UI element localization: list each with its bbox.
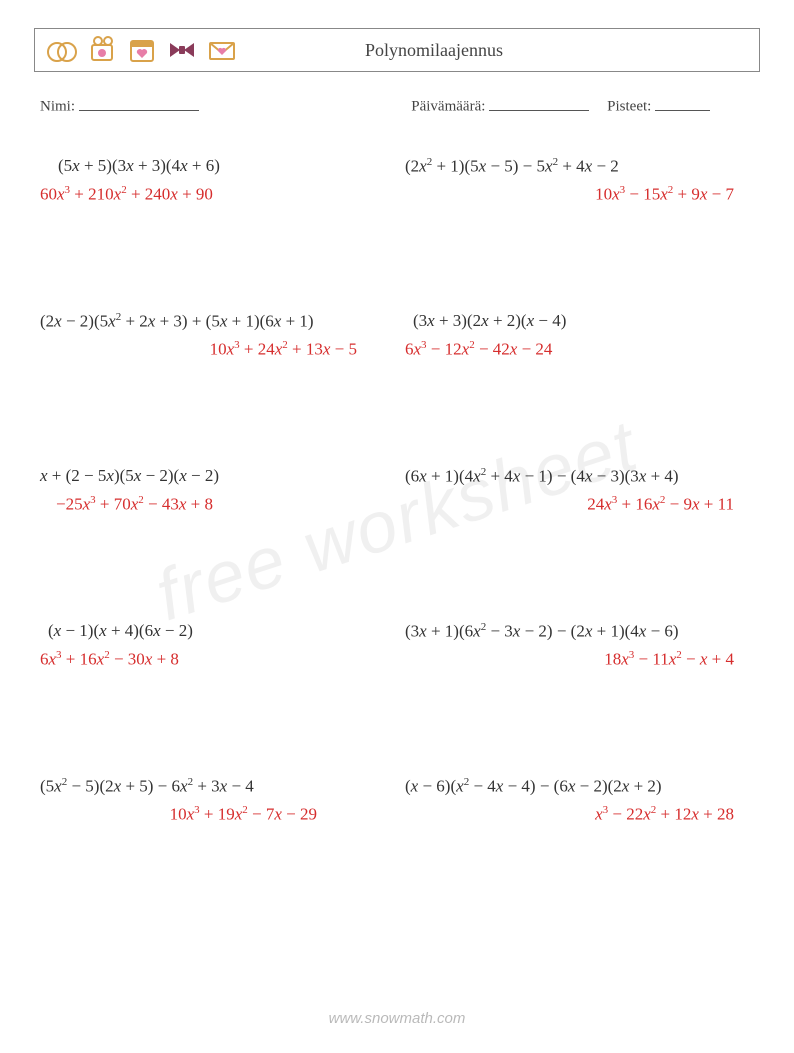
problem-7: (x − 1)(x + 4)(6x − 2) 6x3 + 16x2 − 30x +…	[40, 621, 397, 776]
problems-grid: (5x + 5)(3x + 3)(4x + 6) 60x3 + 210x2 + 2…	[34, 156, 760, 931]
problem-3: (2x − 2)(5x2 + 2x + 3) + (5x + 1)(6x + 1…	[40, 311, 397, 466]
problem-answer: 18x3 − 11x2 − x + 4	[405, 649, 754, 670]
worksheet-header: Polynomilaajennus	[34, 28, 760, 72]
meta-row: Nimi: Päivämäärä: Pisteet:	[34, 94, 760, 116]
rings-icon	[45, 33, 79, 67]
date-blank[interactable]	[489, 94, 589, 111]
problem-expression: (5x2 − 5)(2x + 5) − 6x2 + 3x − 4	[40, 776, 377, 797]
problem-9: (5x2 − 5)(2x + 5) − 6x2 + 3x − 4 10x3 + 1…	[40, 776, 397, 931]
problem-expression: (6x + 1)(4x2 + 4x − 1) − (4x − 3)(3x + 4…	[405, 466, 754, 487]
problem-answer: 60x3 + 210x2 + 240x + 90	[40, 184, 377, 205]
problem-expression: (x − 1)(x + 4)(6x − 2)	[40, 621, 377, 641]
problem-6: (6x + 1)(4x2 + 4x − 1) − (4x − 3)(3x + 4…	[397, 466, 754, 621]
camera-icon	[85, 33, 119, 67]
problem-8: (3x + 1)(6x2 − 3x − 2) − (2x + 1)(4x − 6…	[397, 621, 754, 776]
footer-url: www.snowmath.com	[0, 1010, 794, 1027]
problem-answer: 10x3 + 19x2 − 7x − 29	[40, 804, 377, 825]
worksheet-title: Polynomilaajennus	[239, 40, 749, 61]
problem-5: x + (2 − 5x)(5x − 2)(x − 2) −25x3 + 70x2 …	[40, 466, 397, 621]
problem-expression: (3x + 1)(6x2 − 3x − 2) − (2x + 1)(4x − 6…	[405, 621, 754, 642]
problem-answer: 6x3 + 16x2 − 30x + 8	[40, 649, 377, 670]
header-icon-row	[45, 33, 239, 67]
problem-answer: 6x3 − 12x2 − 42x − 24	[405, 339, 754, 360]
score-label: Pisteet:	[607, 99, 651, 115]
name-blank[interactable]	[79, 94, 199, 111]
problem-expression: x + (2 − 5x)(5x − 2)(x − 2)	[40, 466, 377, 486]
problem-answer: x3 − 22x2 + 12x + 28	[405, 804, 754, 825]
calendar-heart-icon	[125, 33, 159, 67]
problem-answer: 24x3 + 16x2 − 9x + 11	[405, 494, 754, 515]
problem-answer: −25x3 + 70x2 − 43x + 8	[40, 494, 377, 515]
problem-answer: 10x3 + 24x2 + 13x − 5	[40, 339, 377, 360]
problem-expression: (3x + 3)(2x + 2)(x − 4)	[405, 311, 754, 331]
problem-expression: (2x − 2)(5x2 + 2x + 3) + (5x + 1)(6x + 1…	[40, 311, 377, 332]
name-label: Nimi:	[40, 99, 75, 115]
score-blank[interactable]	[655, 94, 710, 111]
problem-expression: (x − 6)(x2 − 4x − 4) − (6x − 2)(2x + 2)	[405, 776, 754, 797]
problem-4: (3x + 3)(2x + 2)(x − 4) 6x3 − 12x2 − 42x …	[397, 311, 754, 466]
bowtie-icon	[165, 33, 199, 67]
problem-10: (x − 6)(x2 − 4x − 4) − (6x − 2)(2x + 2) x…	[397, 776, 754, 931]
envelope-heart-icon	[205, 33, 239, 67]
problem-answer: 10x3 − 15x2 + 9x − 7	[405, 184, 754, 205]
problem-2: (2x2 + 1)(5x − 5) − 5x2 + 4x − 2 10x3 − 1…	[397, 156, 754, 311]
problem-expression: (5x + 5)(3x + 3)(4x + 6)	[40, 156, 377, 176]
problem-1: (5x + 5)(3x + 3)(4x + 6) 60x3 + 210x2 + 2…	[40, 156, 397, 311]
problem-expression: (2x2 + 1)(5x − 5) − 5x2 + 4x − 2	[405, 156, 754, 177]
date-label: Päivämäärä:	[411, 99, 485, 115]
